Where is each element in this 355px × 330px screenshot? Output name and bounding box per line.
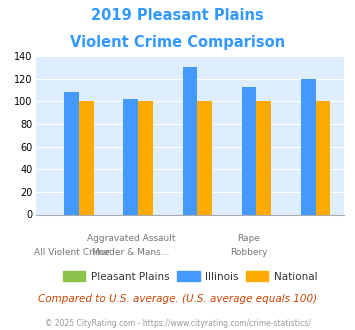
Text: © 2025 CityRating.com - https://www.cityrating.com/crime-statistics/: © 2025 CityRating.com - https://www.city… xyxy=(45,319,310,328)
Text: Compared to U.S. average. (U.S. average equals 100): Compared to U.S. average. (U.S. average … xyxy=(38,294,317,304)
Text: Aggravated Assault: Aggravated Assault xyxy=(87,234,175,243)
Bar xyxy=(138,101,153,214)
Bar xyxy=(182,67,197,214)
Bar xyxy=(301,79,316,214)
Text: Rape: Rape xyxy=(237,234,261,243)
Bar xyxy=(197,101,212,214)
Bar xyxy=(256,101,271,214)
Text: All Violent Crime: All Violent Crime xyxy=(34,248,110,257)
Legend: Pleasant Plains, Illinois, National: Pleasant Plains, Illinois, National xyxy=(59,267,321,286)
Text: Murder & Mans...: Murder & Mans... xyxy=(92,248,169,257)
Text: 2019 Pleasant Plains: 2019 Pleasant Plains xyxy=(91,8,264,23)
Text: Robbery: Robbery xyxy=(230,248,268,257)
Bar xyxy=(64,92,79,214)
Bar xyxy=(316,101,330,214)
Bar xyxy=(79,101,94,214)
Text: Violent Crime Comparison: Violent Crime Comparison xyxy=(70,35,285,50)
Bar xyxy=(124,99,138,214)
Bar xyxy=(242,87,256,214)
